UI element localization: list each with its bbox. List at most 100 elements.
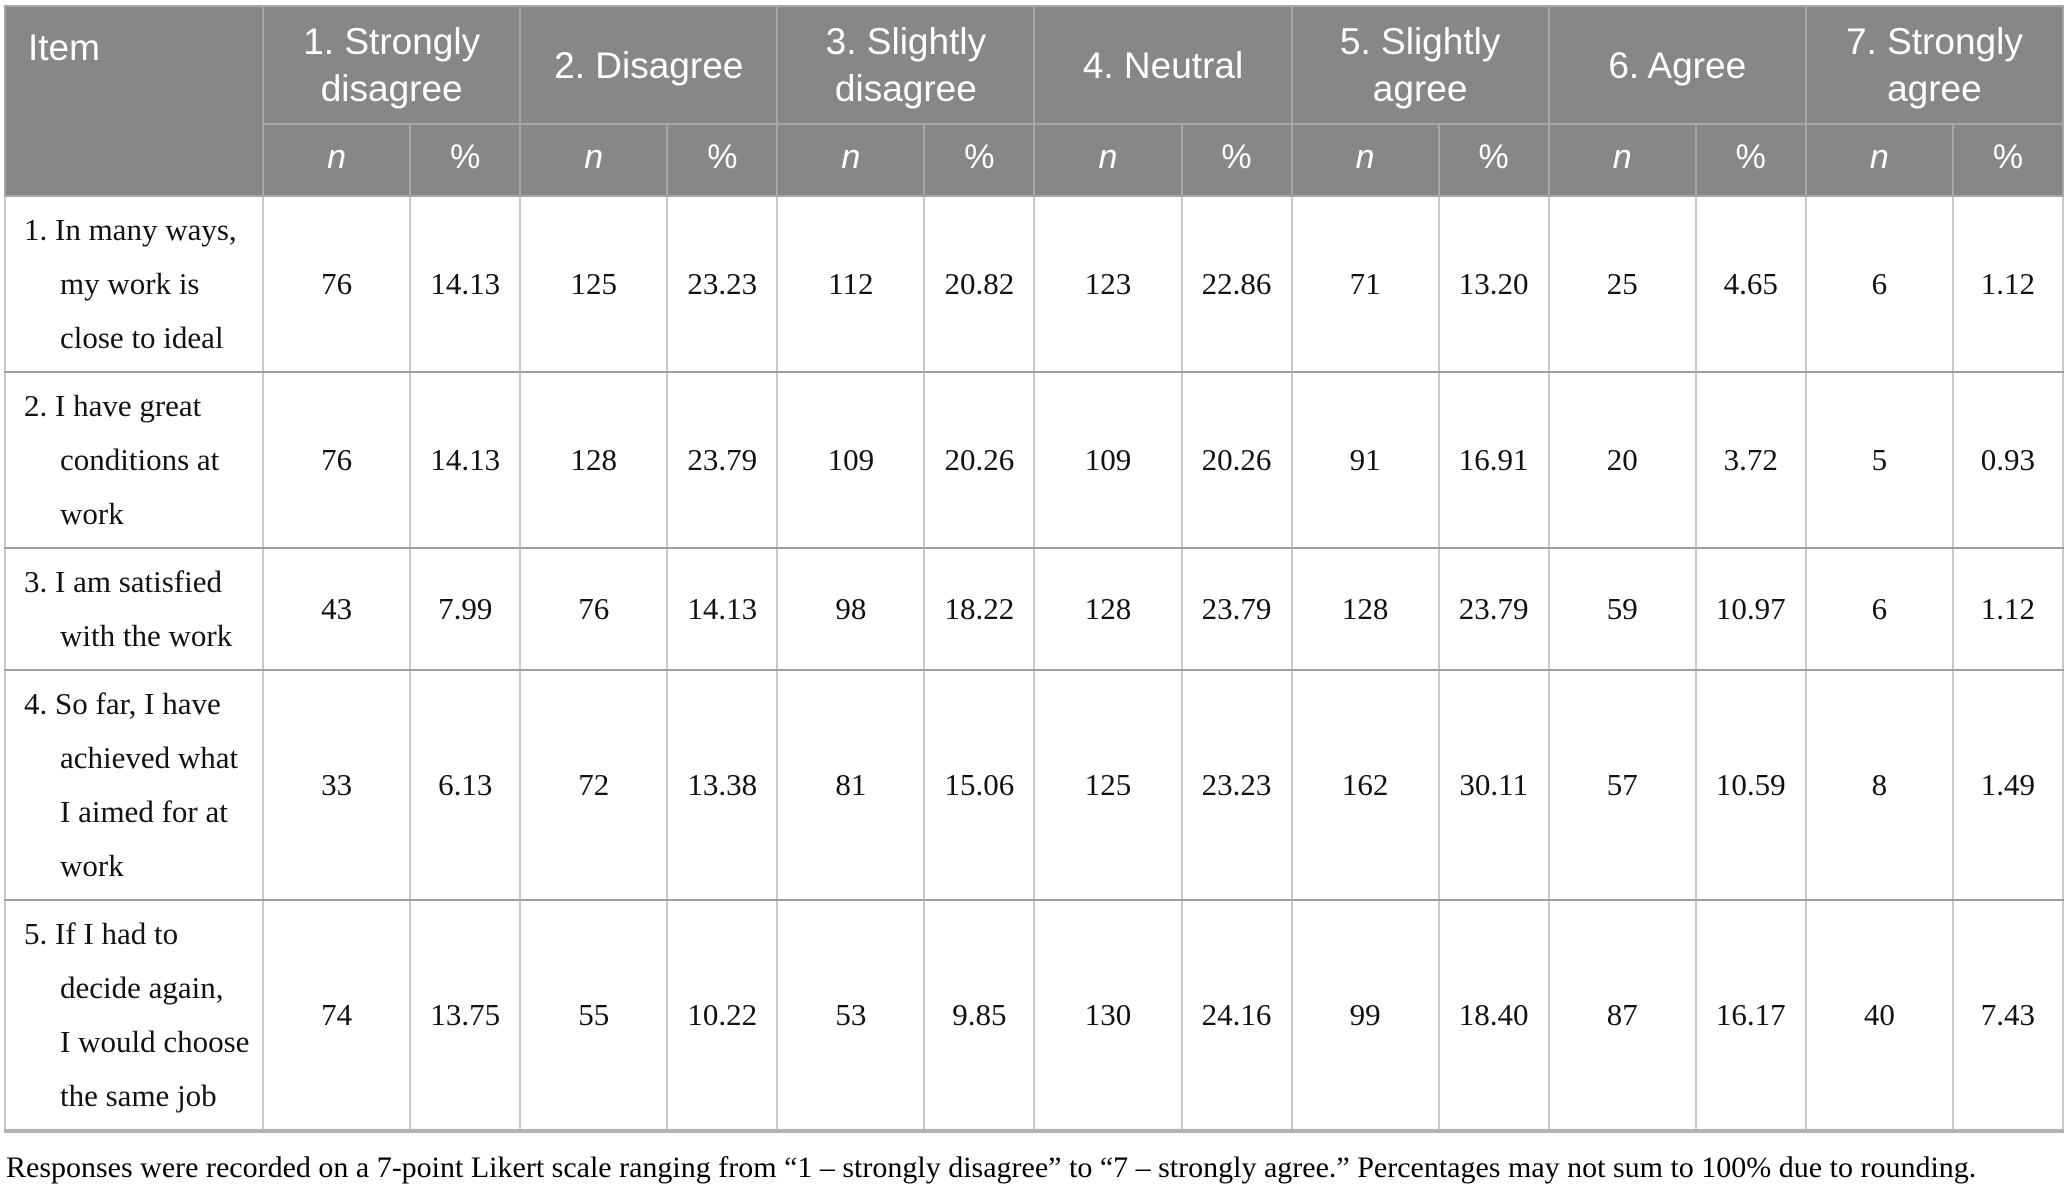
value-cell: 23.23 xyxy=(1180,669,1293,901)
value-cell: 18.22 xyxy=(923,547,1036,671)
table-footnote: Responses were recorded on a 7-point Lik… xyxy=(6,1151,1977,1184)
value-cell: 8 xyxy=(1804,669,1954,901)
header-sub-row: n % n % n % n % n % n % n % xyxy=(5,123,2065,197)
subheader-pct: % xyxy=(1437,123,1550,197)
table-row: 4. So far, I have achieved what I aimed … xyxy=(3,669,2065,901)
value-cell: 16.91 xyxy=(1437,371,1550,549)
value-cell: 10.59 xyxy=(1694,669,1807,901)
value-cell: 23.79 xyxy=(1180,547,1293,671)
value-cell: 59 xyxy=(1547,547,1697,671)
column-header-agree: 6. Agree xyxy=(1547,5,1807,125)
subheader-pct: % xyxy=(923,123,1036,197)
subheader-pct: % xyxy=(666,123,779,197)
value-cell: 25 xyxy=(1547,195,1697,373)
value-cell: 5 xyxy=(1804,371,1954,549)
value-cell: 76 xyxy=(519,547,669,671)
page: Item 1. Strongly disagree 2. Disagree 3.… xyxy=(3,5,2065,1184)
subheader-n: n xyxy=(776,123,926,197)
table-header: Item 1. Strongly disagree 2. Disagree 3.… xyxy=(3,5,2065,197)
value-cell: 14.13 xyxy=(409,195,522,373)
value-cell: 112 xyxy=(776,195,926,373)
subheader-pct: % xyxy=(409,123,522,197)
value-cell: 13.20 xyxy=(1437,195,1550,373)
value-cell: 91 xyxy=(1290,371,1440,549)
value-cell: 6 xyxy=(1804,195,1954,373)
value-cell: 109 xyxy=(1033,371,1183,549)
value-cell: 15.06 xyxy=(923,669,1036,901)
value-cell: 125 xyxy=(519,195,669,373)
value-cell: 20.26 xyxy=(1180,371,1293,549)
item-cell: 3. I am satisfied with the work xyxy=(3,547,265,671)
value-cell: 162 xyxy=(1290,669,1440,901)
subheader-n: n xyxy=(1033,123,1183,197)
table-body: 1. In many ways, my work is close to ide… xyxy=(3,195,2065,1133)
table-row: 3. I am satisfied with the work 43 7.99 … xyxy=(3,547,2065,671)
value-cell: 55 xyxy=(519,899,669,1133)
value-cell: 1.12 xyxy=(1951,195,2065,373)
value-cell: 130 xyxy=(1033,899,1183,1133)
subheader-n: n xyxy=(1804,123,1954,197)
item-cell: 2. I have great conditions at work xyxy=(3,371,265,549)
value-cell: 10.22 xyxy=(666,899,779,1133)
value-cell: 33 xyxy=(262,669,412,901)
value-cell: 23.79 xyxy=(1437,547,1550,671)
column-header-item: Item xyxy=(3,5,265,197)
value-cell: 23.23 xyxy=(666,195,779,373)
value-cell: 128 xyxy=(1033,547,1183,671)
subheader-pct: % xyxy=(1951,123,2065,197)
subheader-n: n xyxy=(1547,123,1697,197)
column-header-disagree: 2. Disagree xyxy=(519,5,779,125)
subheader-n: n xyxy=(262,123,412,197)
value-cell: 24.16 xyxy=(1180,899,1293,1133)
value-cell: 16.17 xyxy=(1694,899,1807,1133)
value-cell: 74 xyxy=(262,899,412,1133)
value-cell: 123 xyxy=(1033,195,1183,373)
value-cell: 3.72 xyxy=(1694,371,1807,549)
subheader-n: n xyxy=(1290,123,1440,197)
value-cell: 53 xyxy=(776,899,926,1133)
value-cell: 6 xyxy=(1804,547,1954,671)
table-row: 5. If I had to decide again, I would cho… xyxy=(3,899,2065,1133)
value-cell: 14.13 xyxy=(409,371,522,549)
value-cell: 13.38 xyxy=(666,669,779,901)
value-cell: 10.97 xyxy=(1694,547,1807,671)
value-cell: 23.79 xyxy=(666,371,779,549)
value-cell: 1.12 xyxy=(1951,547,2065,671)
value-cell: 22.86 xyxy=(1180,195,1293,373)
subheader-pct: % xyxy=(1180,123,1293,197)
table-row: 2. I have great conditions at work 76 14… xyxy=(3,371,2065,549)
value-cell: 125 xyxy=(1033,669,1183,901)
column-header-slightly-agree: 5. Slightly agree xyxy=(1290,5,1550,125)
value-cell: 76 xyxy=(262,195,412,373)
column-header-neutral: 4. Neutral xyxy=(1033,5,1293,125)
value-cell: 81 xyxy=(776,669,926,901)
value-cell: 128 xyxy=(519,371,669,549)
value-cell: 4.65 xyxy=(1694,195,1807,373)
item-cell: 5. If I had to decide again, I would cho… xyxy=(3,899,265,1133)
value-cell: 7.99 xyxy=(409,547,522,671)
value-cell: 7.43 xyxy=(1951,899,2065,1133)
value-cell: 20.26 xyxy=(923,371,1036,549)
subheader-pct: % xyxy=(1694,123,1807,197)
value-cell: 40 xyxy=(1804,899,1954,1133)
value-cell: 43 xyxy=(262,547,412,671)
value-cell: 18.40 xyxy=(1437,899,1550,1133)
value-cell: 99 xyxy=(1290,899,1440,1133)
value-cell: 9.85 xyxy=(923,899,1036,1133)
value-cell: 57 xyxy=(1547,669,1697,901)
value-cell: 87 xyxy=(1547,899,1697,1133)
value-cell: 14.13 xyxy=(666,547,779,671)
value-cell: 13.75 xyxy=(409,899,522,1133)
likert-responses-table: Item 1. Strongly disagree 2. Disagree 3.… xyxy=(3,5,2065,1133)
subheader-n: n xyxy=(519,123,669,197)
table-row: 1. In many ways, my work is close to ide… xyxy=(3,195,2065,373)
value-cell: 1.49 xyxy=(1951,669,2065,901)
column-header-slightly-disagree: 3. Slightly disagree xyxy=(776,5,1036,125)
item-cell: 1. In many ways, my work is close to ide… xyxy=(3,195,265,373)
value-cell: 128 xyxy=(1290,547,1440,671)
item-cell: 4. So far, I have achieved what I aimed … xyxy=(3,669,265,901)
value-cell: 98 xyxy=(776,547,926,671)
value-cell: 20.82 xyxy=(923,195,1036,373)
value-cell: 76 xyxy=(262,371,412,549)
value-cell: 109 xyxy=(776,371,926,549)
